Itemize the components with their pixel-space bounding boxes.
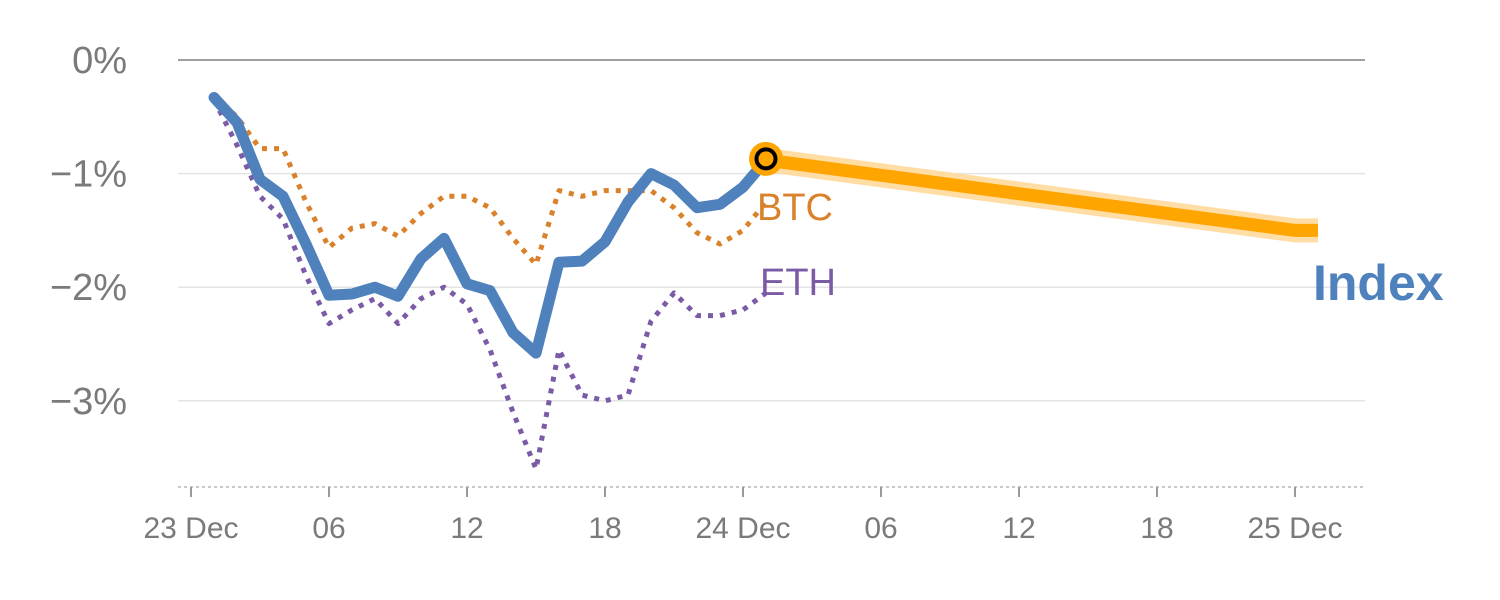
x-tick-label: 18 [1140, 512, 1173, 545]
x-tick-label: 24 Dec [695, 512, 790, 545]
x-tick-label: 12 [1002, 512, 1035, 545]
series-label-eth: ETH [760, 262, 836, 304]
axes: 0% −1% −2% −3% 23 Dec 06 12 18 24 Dec 06 12 18 25 De… [50, 40, 1365, 545]
y-tick-label: −1% [50, 154, 127, 196]
series-label-index: Index [1313, 255, 1444, 311]
series-labels: BTC ETH Index [757, 187, 1444, 311]
y-tick-label: −2% [50, 267, 127, 309]
grid [178, 59, 1365, 402]
series [208, 92, 1318, 472]
x-tick-label: 12 [450, 512, 483, 545]
y-tick-label: −3% [50, 381, 127, 423]
x-tick-label: 18 [588, 512, 621, 545]
x-tick-label: 06 [312, 512, 345, 545]
current-value-marker-ring [754, 147, 778, 171]
x-tick-label: 25 Dec [1247, 512, 1342, 545]
x-tick-label: 06 [864, 512, 897, 545]
series-line-btc [212, 94, 768, 267]
series-line-index [208, 92, 772, 359]
series-label-btc: BTC [757, 187, 833, 229]
series-line-eth [211, 98, 768, 472]
y-tick-label: 0% [72, 40, 127, 82]
forecast-line [765, 153, 1318, 237]
x-tick-label: 23 Dec [143, 512, 238, 545]
